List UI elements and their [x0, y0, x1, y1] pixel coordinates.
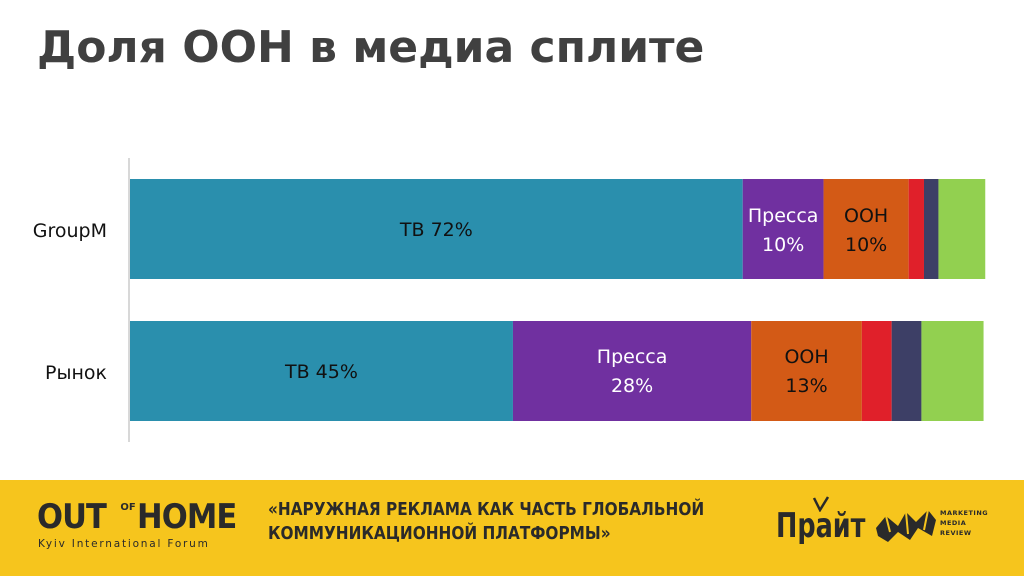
- bar-segment-1-4: [891, 321, 922, 421]
- bar-segment-0-0: [130, 179, 743, 279]
- prime-check-icon: [812, 496, 830, 512]
- mmr-logo-text: MARKETING MEDIA REVIEW: [940, 508, 988, 538]
- mmr-line-3: REVIEW: [940, 529, 972, 537]
- bar-segment-1-1: [512, 321, 752, 421]
- logo-subtitle: Kyiv International Forum: [38, 538, 210, 550]
- mmr-logo-icon: [876, 509, 936, 542]
- logo-of-text: OF: [120, 502, 136, 513]
- data-label-1-2: ООН 13%: [784, 346, 828, 397]
- logo-out-text: OUT: [37, 497, 107, 537]
- bar-segment-1-0: [130, 321, 513, 421]
- bar-segment-1-3: [861, 321, 892, 421]
- bar-segment-0-5: [938, 179, 986, 279]
- data-label-0-1: Пресса 10%: [748, 205, 819, 256]
- mmr-line-1: MARKETING: [940, 509, 989, 517]
- footer-banner: OUT OF HOME Kyiv International Forum «НА…: [0, 480, 1024, 576]
- bar-segment-1-2: [751, 321, 862, 421]
- prime-logo-text: Прайт: [776, 506, 866, 546]
- bar-segment-0-1: [742, 179, 824, 279]
- data-label-0-0: ТВ 72%: [399, 219, 473, 241]
- slogan-line-2: КОММУНИКАЦИОННОЙ ПЛАТФОРМЫ»: [268, 523, 611, 544]
- data-label-1-0: ТВ 45%: [284, 361, 358, 383]
- media-split-chart: ТВ 72% Пресса 10% ООН 10% ТВ 45% Пресса 28% ООН 1…: [33, 158, 986, 442]
- forum-slogan: «НАРУЖНАЯ РЕКЛАМА КАК ЧАСТЬ ГЛОБАЛЬНОЙ К…: [268, 498, 705, 546]
- bar-segment-0-2: [823, 179, 909, 279]
- bar-segment-0-3: [908, 179, 924, 279]
- data-label-1-1: Пресса 28%: [597, 346, 668, 397]
- slogan-line-1: «НАРУЖНАЯ РЕКЛАМА КАК ЧАСТЬ ГЛОБАЛЬНОЙ: [268, 499, 705, 520]
- mmr-line-2: MEDIA: [940, 519, 967, 527]
- out-of-home-logo: OUT OF HOME Kyiv International Forum: [37, 497, 237, 558]
- data-label-0-2: ООН 10%: [844, 205, 888, 256]
- page-title: Доля ООН в медиа сплите: [37, 22, 705, 73]
- logo-home-text: HOME: [137, 497, 237, 537]
- category-label-1: Рынок: [45, 362, 107, 384]
- bar-segment-0-4: [923, 179, 939, 279]
- category-label-0: GroupM: [33, 220, 107, 242]
- bar-segment-1-5: [921, 321, 984, 421]
